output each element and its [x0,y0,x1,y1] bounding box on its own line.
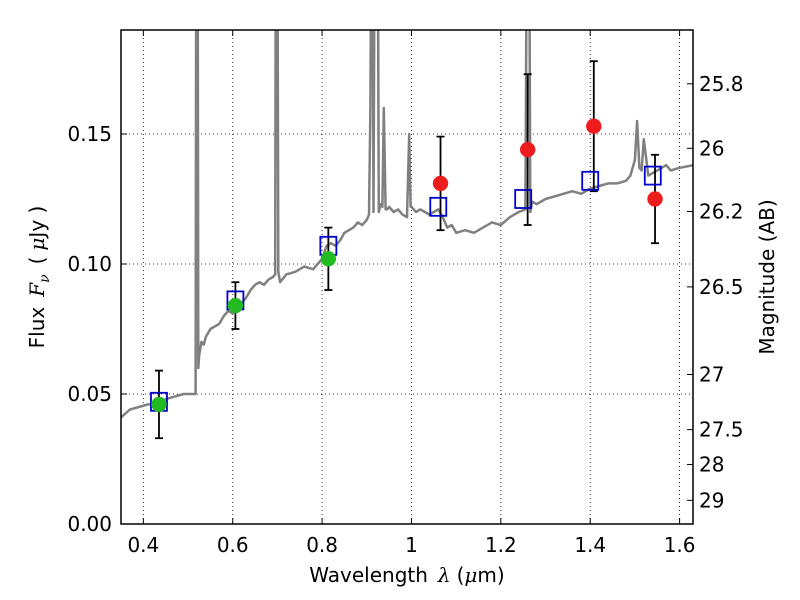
y2-tick-label: 27.5 [699,418,744,442]
optical-data-point [227,297,244,314]
y2-tick-label: 27 [699,363,724,387]
nir-data-point [647,191,663,207]
y-tick-label: 0.15 [67,122,112,146]
y2-tick-label: 26.2 [699,199,744,223]
y-tick-label: 0.05 [67,382,112,406]
nir-data-point [519,141,536,158]
y2-tick-label: 25.8 [699,72,744,96]
y-tick-label: 0.00 [67,512,112,536]
x-tick-label: 1.4 [574,533,606,557]
model-photometry-square [581,170,600,191]
y-tick-label: 0.10 [67,252,112,276]
model-spectrum-line [121,30,693,419]
y2-tick-label: 28 [699,452,724,476]
data-points [150,118,663,413]
model-photometry-square [643,165,662,186]
y2-tick-label: 29 [699,488,724,512]
nir-data-point [432,175,449,192]
grid-lines [121,30,693,524]
model-photometry-square [429,196,448,217]
y2-tick-label: 26 [699,136,724,160]
model-photometry-square [514,189,533,209]
y2-axis-label: Magnitude (AB) [755,199,779,354]
model-spectrum-layer [121,30,693,419]
x-axis-label: Wavelength λ (μm) [309,563,504,587]
x-tick-label: 0.4 [127,533,159,557]
x-tick-label: 1.2 [485,533,517,557]
y2-tick-label: 26.5 [699,275,744,299]
optical-data-point [320,251,337,267]
x-tick-label: 0.8 [306,533,338,557]
axis-ticks: 0.4 0.6 0.8 1 1.2 1.4 1.6 0.00 0.05 0.10 0.15 25.8 2… [67,30,744,557]
plot-frame [120,29,694,525]
nir-data-point [586,118,602,134]
x-tick-label: 1.6 [664,533,696,557]
x-tick-label: 0.6 [217,533,249,557]
x-tick-label: 1 [405,533,418,557]
y-axis-label: FluxFν(μJy ) [25,206,53,349]
optical-data-point [151,396,167,413]
